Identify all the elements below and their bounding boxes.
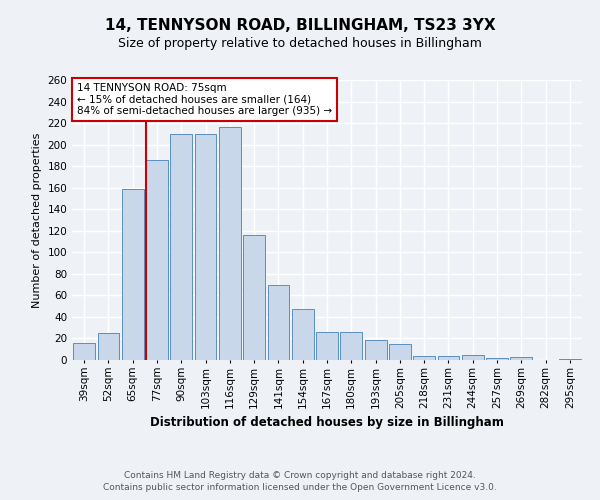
Text: 14 TENNYSON ROAD: 75sqm
← 15% of detached houses are smaller (164)
84% of semi-d: 14 TENNYSON ROAD: 75sqm ← 15% of detache… xyxy=(77,83,332,116)
Bar xyxy=(170,134,192,360)
Bar xyxy=(219,128,241,360)
Bar xyxy=(243,235,265,360)
Y-axis label: Number of detached properties: Number of detached properties xyxy=(32,132,42,308)
Bar xyxy=(511,357,532,360)
Bar xyxy=(316,332,338,360)
Bar xyxy=(413,356,435,360)
Text: Contains HM Land Registry data © Crown copyright and database right 2024.
Contai: Contains HM Land Registry data © Crown c… xyxy=(103,471,497,492)
Bar xyxy=(146,160,168,360)
Bar xyxy=(73,343,95,360)
X-axis label: Distribution of detached houses by size in Billingham: Distribution of detached houses by size … xyxy=(150,416,504,429)
Text: Size of property relative to detached houses in Billingham: Size of property relative to detached ho… xyxy=(118,38,482,51)
Bar xyxy=(97,333,119,360)
Bar xyxy=(389,344,411,360)
Bar xyxy=(268,284,289,360)
Bar xyxy=(462,354,484,360)
Bar xyxy=(194,134,217,360)
Bar xyxy=(486,358,508,360)
Bar xyxy=(559,359,581,360)
Bar xyxy=(365,340,386,360)
Bar xyxy=(437,356,460,360)
Bar xyxy=(292,310,314,360)
Text: 14, TENNYSON ROAD, BILLINGHAM, TS23 3YX: 14, TENNYSON ROAD, BILLINGHAM, TS23 3YX xyxy=(104,18,496,32)
Bar xyxy=(122,189,143,360)
Bar xyxy=(340,332,362,360)
